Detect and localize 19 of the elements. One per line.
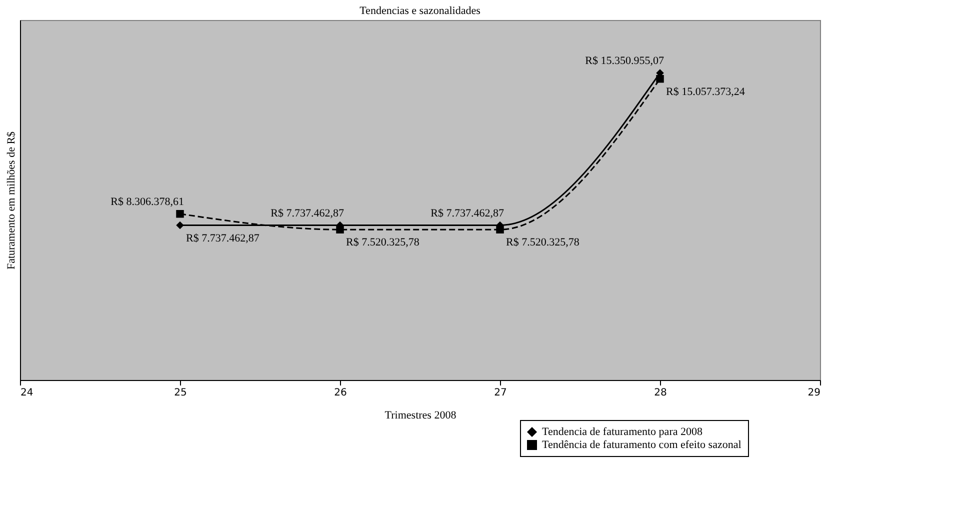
x-tick-label: 28 (654, 388, 667, 398)
x-tick-label: 27 (494, 388, 507, 398)
legend-label: Tendência de faturamento com efeito sazonal (542, 439, 742, 451)
data-label: R$ 7.737.462,87 (186, 232, 260, 244)
chart-title: Tendencias e sazonalidades (360, 5, 480, 17)
legend-label: Tendencia de faturamento para 2008 (542, 426, 703, 438)
data-label: R$ 7.737.462,87 (270, 207, 344, 220)
data-label: R$ 7.520.325,78 (346, 236, 420, 249)
data-label: R$ 8.306.378,61 (110, 196, 184, 208)
data-label: R$ 15.057.373,24 (666, 86, 746, 98)
x-tick-label: 26 (334, 388, 347, 398)
data-label: R$ 7.737.462,87 (430, 207, 504, 220)
y-axis-title: Faturamento em milhões de R$ (6, 130, 18, 270)
x-tick-label: 25 (174, 388, 187, 398)
x-tick-label: 29 (808, 388, 820, 398)
x-tick-label: 24 (20, 388, 34, 398)
x-axis-title: Trimestres 2008 (384, 410, 457, 422)
data-label: R$ 7.520.325,78 (506, 236, 580, 249)
data-label: R$ 15.350.955,07 (585, 54, 664, 67)
